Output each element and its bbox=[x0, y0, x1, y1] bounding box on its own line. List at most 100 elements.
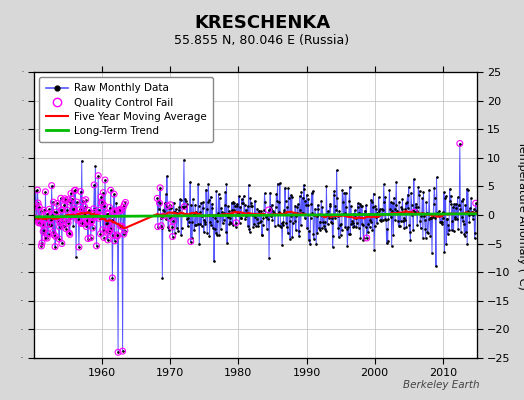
Point bbox=[41, 189, 50, 195]
Point bbox=[41, 235, 49, 241]
Point bbox=[472, 200, 480, 206]
Point bbox=[97, 194, 105, 200]
Point bbox=[62, 217, 71, 223]
Point bbox=[95, 215, 103, 222]
Text: 55.855 N, 80.046 E (Russia): 55.855 N, 80.046 E (Russia) bbox=[174, 34, 350, 47]
Point bbox=[71, 187, 80, 193]
Point bbox=[43, 235, 51, 241]
Point bbox=[84, 207, 93, 214]
Point bbox=[73, 211, 81, 217]
Point bbox=[117, 207, 126, 214]
Point bbox=[119, 231, 128, 237]
Point bbox=[46, 217, 54, 223]
Point bbox=[35, 220, 43, 226]
Point bbox=[88, 218, 96, 224]
Point bbox=[59, 223, 68, 229]
Point bbox=[91, 209, 99, 216]
Point bbox=[48, 182, 56, 189]
Point bbox=[57, 195, 65, 202]
Point bbox=[110, 191, 118, 197]
Point bbox=[82, 196, 90, 203]
Point bbox=[103, 220, 112, 226]
Point bbox=[74, 210, 82, 217]
Point bbox=[61, 197, 70, 204]
Point bbox=[156, 184, 165, 191]
Point bbox=[75, 244, 83, 250]
Point bbox=[106, 227, 114, 233]
Point bbox=[118, 223, 126, 230]
Point bbox=[37, 243, 46, 249]
Point bbox=[62, 226, 70, 232]
Point bbox=[97, 200, 106, 206]
Point bbox=[64, 215, 73, 222]
Text: Berkeley Earth: Berkeley Earth bbox=[403, 380, 479, 390]
Point bbox=[114, 207, 123, 214]
Point bbox=[363, 235, 371, 241]
Point bbox=[86, 235, 95, 241]
Point bbox=[73, 217, 82, 223]
Point bbox=[51, 233, 60, 240]
Point bbox=[232, 220, 241, 226]
Point bbox=[34, 187, 42, 193]
Point bbox=[36, 220, 44, 226]
Point bbox=[49, 199, 58, 205]
Point bbox=[58, 207, 67, 213]
Point bbox=[116, 223, 125, 229]
Point bbox=[56, 224, 64, 230]
Point bbox=[50, 232, 58, 238]
Legend: Raw Monthly Data, Quality Control Fail, Five Year Moving Average, Long-Term Tren: Raw Monthly Data, Quality Control Fail, … bbox=[39, 77, 213, 142]
Point bbox=[154, 224, 162, 230]
Point bbox=[111, 238, 119, 244]
Point bbox=[45, 206, 53, 212]
Point bbox=[31, 202, 39, 208]
Point bbox=[80, 204, 89, 210]
Point bbox=[59, 218, 67, 225]
Point bbox=[111, 209, 119, 215]
Point bbox=[38, 221, 47, 228]
Point bbox=[57, 206, 66, 213]
Point bbox=[32, 216, 41, 222]
Point bbox=[103, 210, 111, 217]
Point bbox=[79, 197, 87, 204]
Point bbox=[45, 230, 53, 237]
Point bbox=[90, 182, 99, 188]
Point bbox=[78, 220, 86, 226]
Point bbox=[94, 172, 102, 179]
Point bbox=[93, 212, 101, 219]
Point bbox=[98, 199, 106, 206]
Point bbox=[96, 231, 105, 237]
Point bbox=[47, 222, 56, 228]
Point bbox=[79, 207, 88, 213]
Point bbox=[84, 236, 92, 242]
Point bbox=[63, 196, 72, 203]
Point bbox=[81, 210, 89, 217]
Point bbox=[153, 195, 161, 202]
Point bbox=[76, 206, 84, 213]
Point bbox=[168, 224, 176, 230]
Point bbox=[70, 187, 79, 194]
Point bbox=[155, 200, 163, 206]
Point bbox=[51, 244, 59, 250]
Point bbox=[119, 204, 127, 211]
Point bbox=[43, 221, 52, 227]
Point bbox=[68, 196, 77, 202]
Point bbox=[49, 229, 57, 236]
Point bbox=[30, 204, 38, 210]
Point bbox=[99, 190, 107, 196]
Point bbox=[115, 208, 124, 214]
Point bbox=[166, 215, 174, 221]
Point bbox=[166, 202, 174, 208]
Point bbox=[60, 196, 69, 202]
Point bbox=[113, 232, 121, 238]
Point bbox=[66, 231, 74, 238]
Point bbox=[105, 229, 113, 235]
Point bbox=[85, 212, 94, 218]
Point bbox=[105, 204, 114, 211]
Point bbox=[168, 233, 177, 240]
Point bbox=[100, 234, 108, 241]
Point bbox=[54, 217, 63, 223]
Point bbox=[187, 238, 195, 245]
Point bbox=[100, 202, 108, 209]
Point bbox=[99, 226, 107, 233]
Point bbox=[92, 213, 100, 220]
